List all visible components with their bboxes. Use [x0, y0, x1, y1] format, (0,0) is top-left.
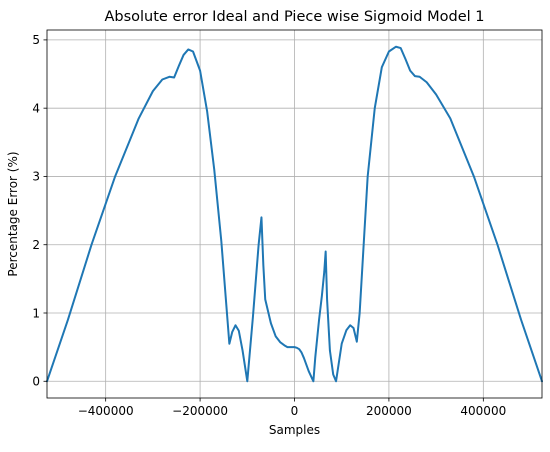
y-tick-label: 2	[32, 238, 40, 252]
y-tick-label: 1	[32, 306, 40, 320]
series-line-0	[46, 45, 543, 383]
x-tick-label: −200000	[172, 404, 228, 418]
x-axis-label: Samples	[269, 423, 320, 437]
y-tick-label: 3	[32, 170, 40, 184]
x-tick-label: −400000	[78, 404, 134, 418]
x-tick-label: 0	[291, 404, 299, 418]
ticks: −400000 −200000 0 200000 400000 0 1 2 3 4 5	[32, 33, 506, 418]
y-tick-label: 4	[32, 101, 40, 115]
chart-title: Absolute error Ideal and Piece wise Sigm…	[104, 9, 484, 25]
y-tick-label: 5	[32, 33, 40, 47]
x-tick-label: 200000	[366, 404, 412, 418]
x-tick-label: 400000	[460, 404, 506, 418]
y-axis-label: Percentage Error (%)	[6, 151, 20, 276]
y-tick-label: 0	[32, 375, 40, 389]
series-layer	[46, 45, 543, 383]
grid-lines	[47, 30, 542, 398]
